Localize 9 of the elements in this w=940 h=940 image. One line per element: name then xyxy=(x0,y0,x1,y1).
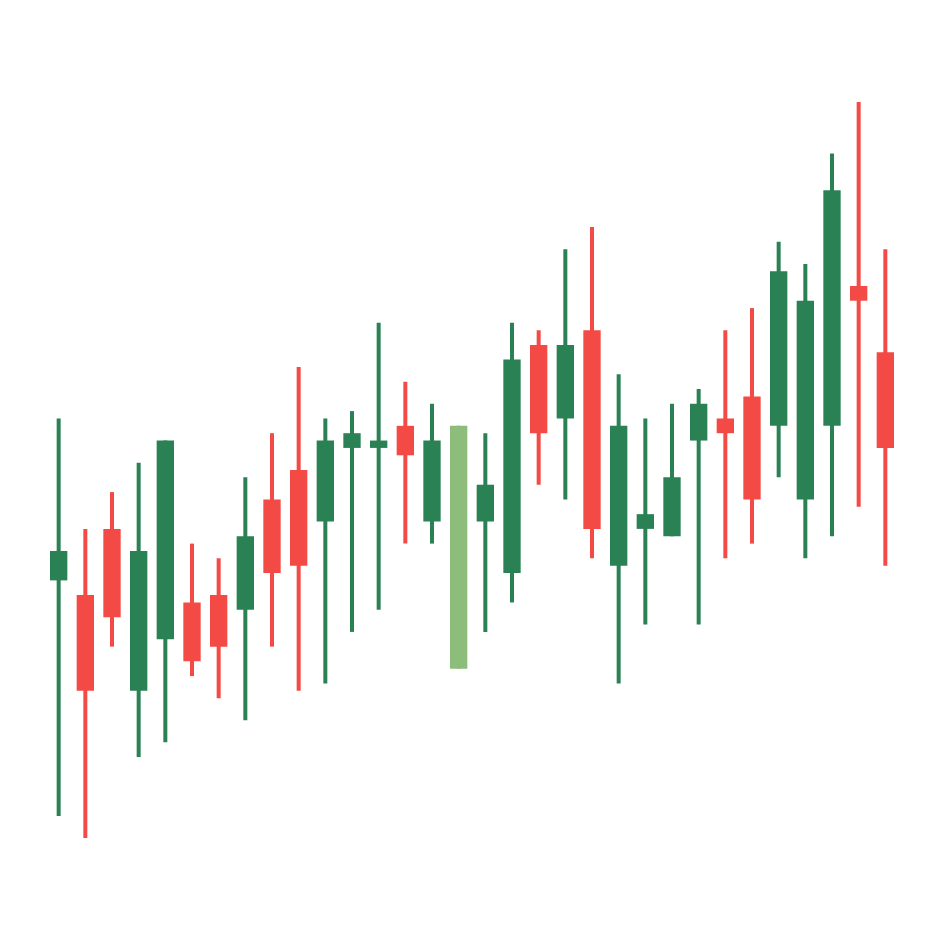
candlestick xyxy=(370,320,388,612)
candlestick xyxy=(636,416,654,627)
candlestick xyxy=(716,328,734,561)
candlestick xyxy=(343,409,361,634)
candlestick xyxy=(476,431,494,634)
candlestick xyxy=(850,100,868,509)
candlestick xyxy=(50,416,68,818)
candlestick xyxy=(690,387,708,627)
candlestick xyxy=(396,379,414,546)
